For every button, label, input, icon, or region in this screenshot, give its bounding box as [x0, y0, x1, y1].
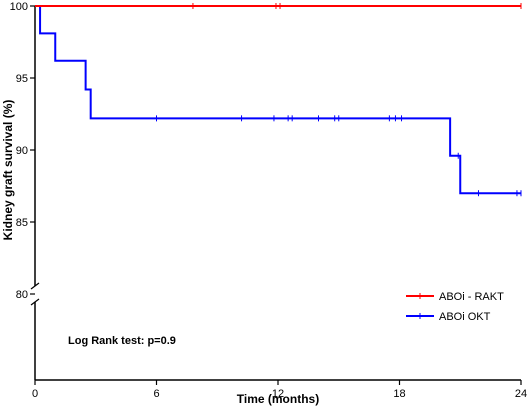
x-tick-label: 24 — [515, 388, 527, 400]
y-tick-label: 85 — [16, 217, 28, 229]
log-rank-annotation: Log Rank test: p=0.9 — [68, 335, 176, 347]
legend-label: ABOi - RAKT — [439, 291, 504, 303]
x-tick-label: 6 — [153, 388, 159, 400]
y-tick-label: 80 — [16, 289, 28, 301]
y-axis-break-mark — [30, 298, 40, 306]
y-tick-label: 100 — [10, 1, 28, 13]
series-line-okt — [35, 5, 521, 195]
y-tick-label: 95 — [16, 73, 28, 85]
series-layer — [35, 3, 522, 197]
x-tick-label: 12 — [272, 388, 284, 400]
legend-label: ABOi OKT — [439, 311, 491, 323]
x-tick-label: 0 — [32, 388, 38, 400]
y-tick-label: 90 — [16, 145, 28, 157]
axes: 80 85 90 95 100 0 6 12 18 24 — [10, 1, 527, 400]
x-tick-label: 18 — [393, 388, 405, 400]
y-axis-break-mark — [30, 282, 40, 290]
legend: ABOi - RAKT ABOi OKT — [406, 291, 504, 323]
y-axis-title: Kidney graft survival (%) — [1, 100, 15, 241]
x-axis-title: Time (months) — [237, 392, 319, 406]
